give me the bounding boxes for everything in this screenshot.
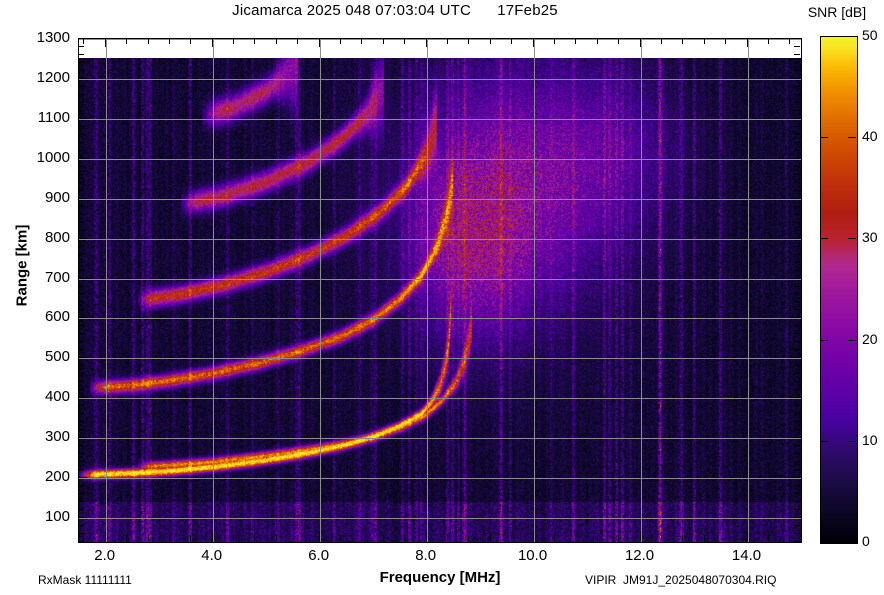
x-tick-label: 10.0: [517, 547, 548, 564]
x-tick-label: 2.0: [94, 547, 116, 564]
colorbar-tick-label: 10: [862, 431, 878, 448]
colorbar-tick-label: 20: [862, 330, 878, 347]
y-tick-label: 500: [44, 348, 70, 366]
colorbar-gradient: [820, 36, 858, 544]
y-tick-label: 700: [44, 268, 70, 286]
footer-filename: VIPIR JM91J_2025048070304.RIQ: [585, 573, 777, 587]
ionogram-plot-area[interactable]: [78, 38, 802, 543]
y-tick-label: 600: [44, 308, 70, 326]
y-tick-label: 1100: [37, 108, 70, 126]
x-axis-title: Frequency [MHz]: [379, 569, 501, 586]
x-tick-label: 4.0: [201, 547, 223, 564]
y-tick-label: 400: [44, 388, 70, 406]
x-tick-label: 12.0: [624, 547, 655, 564]
colorbar-tick-label: 30: [862, 229, 878, 246]
ionogram-heatmap-canvas: [79, 39, 801, 542]
colorbar-tick-label: 0: [862, 533, 870, 549]
y-tick-label: 900: [44, 188, 70, 206]
x-tick-label: 8.0: [415, 547, 437, 564]
x-tick-label: 6.0: [308, 547, 330, 564]
colorbar-tick-label: 50: [862, 27, 878, 43]
footer-rxmask: RxMask 11111111: [38, 573, 132, 587]
y-tick-label: 200: [44, 468, 70, 486]
colorbar-title: SNR [dB]: [807, 4, 867, 20]
y-tick-label: 1200: [36, 68, 70, 86]
x-tick-label: 14.0: [731, 547, 762, 564]
y-tick-label: 300: [44, 428, 70, 446]
plot-top-blank-band: [79, 39, 801, 58]
y-tick-label: 1300: [36, 29, 70, 46]
y-tick-label: 800: [44, 228, 70, 246]
page-title: Jicamarca 2025 048 07:03:04 UTC 17Feb25: [232, 2, 558, 19]
colorbar-tick-label: 40: [862, 128, 878, 145]
y-tick-label: 1000: [36, 148, 70, 166]
y-tick-label: 100: [44, 508, 70, 526]
